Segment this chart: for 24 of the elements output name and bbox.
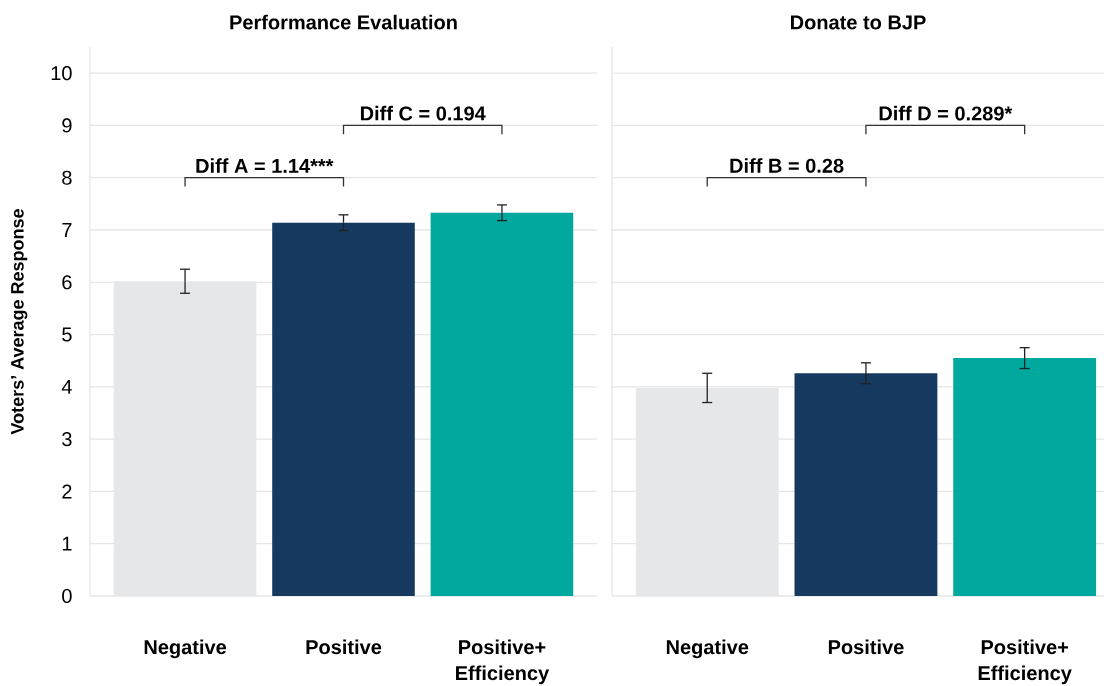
x-tick-label: Positive+ Efficiency [978,639,1072,685]
y-tick-label: 0 [62,588,72,604]
annotation: Diff B = 0.28 [730,158,844,173]
y-tick-label: 1 [62,536,72,551]
y-tick-label: 5 [62,327,72,342]
y-tick-label: 3 [62,432,72,447]
y-tick-label: 10 [51,66,72,81]
annotation: Diff C = 0.194 [360,105,486,121]
y-axis-title: Voters’ Average Response [11,209,28,435]
x-tick-label: Positive [828,639,904,655]
chart-title: Donate to BJP [791,15,926,30]
annotation: Diff A = 1.14*** [196,158,334,173]
y-tick-label: 2 [62,484,72,499]
x-tick-label: Positive+ Efficiency [456,639,550,685]
y-tick-label: 4 [61,379,72,394]
y-tick-label: 9 [62,118,72,133]
x-tick-label: Negative [144,639,227,659]
x-tick-label: Negative [666,639,749,659]
chart-title: Performance Evaluation [230,14,457,30]
annotation: Diff D = 0.289* [879,105,1013,121]
y-tick-label: 6 [62,275,72,290]
x-tick-label: Positive [306,639,382,655]
y-tick-label: 7 [62,223,72,237]
y-tick-label: 8 [62,170,72,185]
